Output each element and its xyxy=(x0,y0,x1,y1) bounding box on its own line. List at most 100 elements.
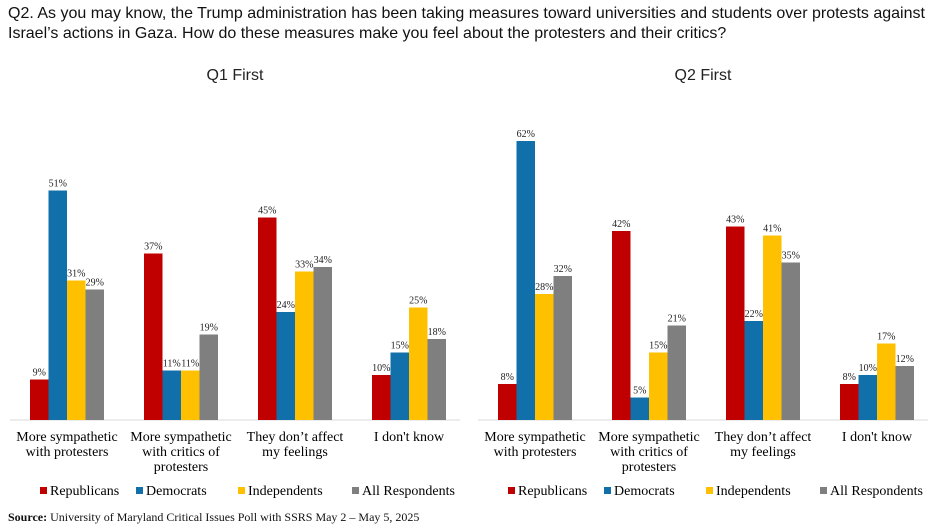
bar-democrats-3 xyxy=(744,321,763,420)
legend-label-republicans: Republicans xyxy=(518,484,587,499)
legend-swatch-democrats xyxy=(136,487,143,494)
data-label: 33% xyxy=(295,260,313,271)
bar-republicans-4 xyxy=(372,375,391,420)
legend-swatch-republicans xyxy=(40,487,47,494)
data-label: 10% xyxy=(372,363,390,374)
legend-swatch-independents xyxy=(706,487,713,494)
source-label: Source: xyxy=(8,510,48,524)
bar-independents-4 xyxy=(877,343,896,420)
bar-republicans-3 xyxy=(258,217,277,420)
bar-all-respondents-1 xyxy=(553,276,572,420)
legend-label-independents: Independents xyxy=(248,484,323,499)
category-label: my feelings xyxy=(730,445,796,460)
data-label: 32% xyxy=(554,264,572,275)
legend-swatch-republicans xyxy=(508,487,515,494)
data-label: 37% xyxy=(144,242,162,253)
chart-title: Q2 First xyxy=(675,67,732,84)
category-label: with critics of xyxy=(142,445,220,460)
bar-republicans-2 xyxy=(612,231,631,420)
data-label: 51% xyxy=(49,179,67,190)
data-label: 24% xyxy=(277,300,295,311)
bar-all-respondents-3 xyxy=(313,267,332,420)
bar-independents-1 xyxy=(67,280,86,420)
category-label: protesters xyxy=(622,460,676,475)
category-label: I don't know xyxy=(374,430,445,445)
legend-swatch-democrats xyxy=(604,487,611,494)
data-label: 41% xyxy=(763,224,781,235)
legend-label-democrats: Democrats xyxy=(614,484,675,499)
bar-democrats-2 xyxy=(162,370,181,420)
legend-swatch-all-respondents xyxy=(820,487,827,494)
category-label: More sympathetic xyxy=(130,430,231,445)
data-label: 15% xyxy=(391,341,409,352)
bar-independents-3 xyxy=(295,271,314,420)
category-label: with critics of xyxy=(610,445,688,460)
category-label: They don’t affect xyxy=(247,430,344,445)
chart-title: Q1 First xyxy=(207,67,264,84)
bar-all-respondents-2 xyxy=(667,325,686,420)
bar-democrats-3 xyxy=(276,312,295,420)
bar-republicans-2 xyxy=(144,253,163,420)
data-label: 43% xyxy=(726,215,744,226)
legend-swatch-all-respondents xyxy=(352,487,359,494)
legend-label-democrats: Democrats xyxy=(146,484,207,499)
bar-independents-4 xyxy=(409,307,428,420)
data-label: 9% xyxy=(33,368,46,379)
data-label: 62% xyxy=(517,129,535,140)
question-text: Q2. As you may know, the Trump administr… xyxy=(8,5,925,42)
bar-republicans-4 xyxy=(840,384,859,420)
bar-democrats-1 xyxy=(516,141,535,420)
data-label: 17% xyxy=(877,332,895,343)
category-label: I don't know xyxy=(842,430,913,445)
data-label: 15% xyxy=(649,341,667,352)
data-label: 10% xyxy=(859,363,877,374)
data-label: 28% xyxy=(535,282,553,293)
legend-label-all-respondents: All Respondents xyxy=(830,484,923,499)
category-label: More sympathetic xyxy=(16,430,117,445)
data-label: 22% xyxy=(745,309,763,320)
category-label: More sympathetic xyxy=(598,430,699,445)
data-label: 11% xyxy=(181,359,199,370)
bar-independents-1 xyxy=(535,294,554,420)
source-note: Source: University of Maryland Critical … xyxy=(8,510,419,525)
bar-all-respondents-2 xyxy=(199,334,218,420)
data-label: 19% xyxy=(200,323,218,334)
bar-republicans-1 xyxy=(30,379,49,420)
legend-label-all-respondents: All Respondents xyxy=(362,484,455,499)
legend-label-republicans: Republicans xyxy=(50,484,119,499)
bar-independents-3 xyxy=(763,235,782,420)
data-label: 5% xyxy=(633,386,646,397)
bar-all-respondents-3 xyxy=(781,262,800,420)
category-label: They don’t affect xyxy=(715,430,812,445)
category-label: with protesters xyxy=(494,445,577,460)
source-text: University of Maryland Critical Issues P… xyxy=(50,510,420,524)
bar-republicans-3 xyxy=(726,226,745,420)
bar-all-respondents-1 xyxy=(85,289,104,420)
bar-democrats-4 xyxy=(390,352,409,420)
bar-independents-2 xyxy=(649,352,668,420)
category-label: my feelings xyxy=(262,445,328,460)
bar-all-respondents-4 xyxy=(895,366,914,420)
bar-republicans-1 xyxy=(498,384,517,420)
data-label: 45% xyxy=(258,206,276,217)
category-label: protesters xyxy=(154,460,208,475)
data-label: 8% xyxy=(501,372,514,383)
category-label: with protesters xyxy=(26,445,109,460)
data-label: 42% xyxy=(612,219,630,230)
data-label: 31% xyxy=(67,269,85,280)
data-label: 12% xyxy=(896,354,914,365)
bar-all-respondents-4 xyxy=(427,339,446,420)
legend-label-independents: Independents xyxy=(716,484,791,499)
data-label: 25% xyxy=(409,296,427,307)
data-label: 35% xyxy=(782,251,800,262)
bar-independents-2 xyxy=(181,370,200,420)
data-label: 18% xyxy=(428,327,446,338)
category-label: More sympathetic xyxy=(484,430,585,445)
data-label: 21% xyxy=(668,314,686,325)
data-label: 29% xyxy=(86,278,104,289)
data-label: 34% xyxy=(314,255,332,266)
bar-democrats-2 xyxy=(630,397,649,420)
bar-democrats-1 xyxy=(48,190,67,420)
